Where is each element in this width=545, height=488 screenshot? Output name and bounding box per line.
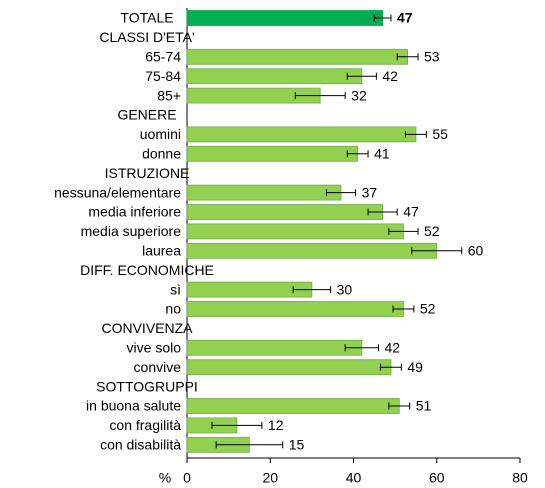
value-label: 30	[337, 281, 353, 297]
y-tick-label: media superiore	[81, 223, 182, 239]
value-label: 42	[382, 68, 398, 84]
bar	[186, 242, 438, 259]
value-label: 49	[407, 359, 423, 375]
x-axis-label: %	[159, 470, 171, 486]
bar	[186, 398, 400, 414]
y-tick-label: vive solo	[127, 340, 182, 356]
y-tick-label: 65-74	[145, 49, 181, 65]
bar	[186, 145, 359, 162]
x-tick-label: 20	[262, 470, 278, 486]
value-label: 15	[289, 437, 305, 453]
bar	[186, 10, 384, 26]
value-label: 53	[424, 49, 440, 65]
y-tick-label: in buona salute	[86, 398, 181, 414]
y-tick-label: laurea	[142, 243, 181, 259]
value-label: 55	[432, 126, 448, 142]
value-label: 41	[374, 146, 390, 162]
x-tick-label: 80	[512, 470, 528, 486]
y-tick-label: uomini	[140, 126, 181, 142]
bar	[186, 184, 342, 201]
group-label: GENERE	[117, 107, 176, 123]
bar	[186, 68, 363, 85]
value-label: 32	[351, 87, 367, 103]
bar	[186, 339, 363, 356]
y-tick-label: 75-84	[145, 68, 181, 84]
bar	[186, 301, 404, 317]
group-label: ISTRUZIONE	[105, 165, 190, 181]
value-label: 42	[384, 340, 400, 356]
x-tick-label: 60	[429, 470, 445, 486]
y-tick-label: nessuna/elementare	[54, 184, 181, 200]
group-label: SOTTOGRUPPI	[96, 378, 198, 394]
value-label: 37	[362, 184, 378, 200]
y-tick-label: 85+	[157, 87, 181, 103]
x-tick-label: 40	[346, 470, 362, 486]
value-label: 51	[416, 398, 432, 414]
value-label: 52	[424, 223, 440, 239]
bar	[186, 359, 392, 376]
y-tick-label: no	[165, 301, 181, 317]
y-tick-label: convive	[134, 359, 182, 375]
group-label: DIFF. ECONOMICHE	[80, 262, 214, 278]
group-label: CLASSI D'ETA'	[99, 29, 194, 45]
y-tick-label: media inferiore	[88, 204, 181, 220]
group-label: TOTALE	[120, 10, 173, 26]
value-label: 12	[268, 417, 284, 433]
y-tick-label: donne	[142, 146, 181, 162]
x-tick-label: 0	[183, 470, 191, 486]
bar	[186, 126, 417, 143]
y-tick-label: con fragilità	[109, 417, 181, 433]
bar	[186, 204, 384, 220]
bar	[186, 48, 409, 65]
value-label: 47	[397, 10, 413, 26]
y-tick-label: con disabilità	[100, 437, 181, 453]
group-label: CONVIVENZA	[101, 320, 193, 336]
bar	[186, 223, 404, 240]
y-tick-label: sì	[170, 281, 181, 297]
value-label: 52	[420, 301, 436, 317]
value-label: 47	[403, 204, 419, 220]
value-label: 60	[468, 243, 484, 259]
